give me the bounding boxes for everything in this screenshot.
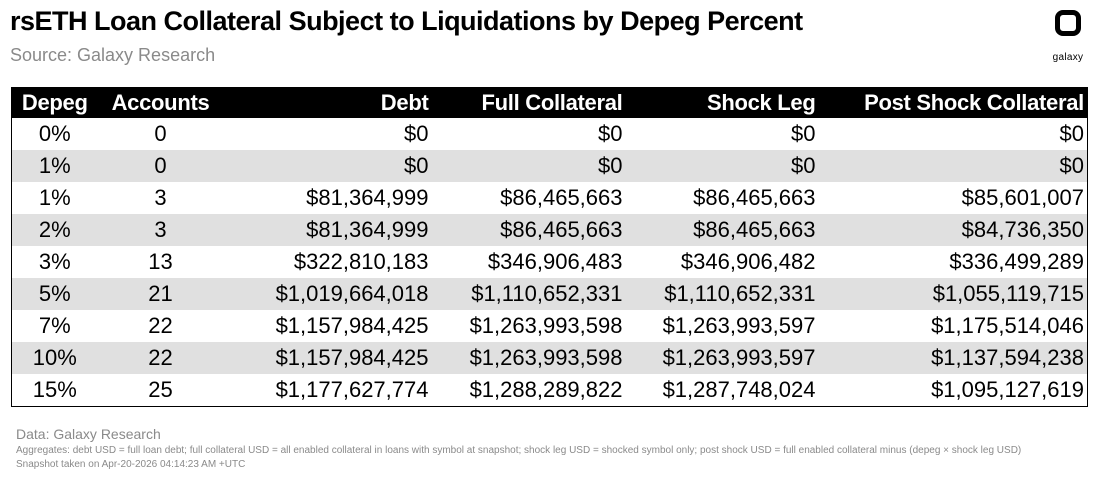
cell-depeg: 10% bbox=[11, 342, 98, 374]
chart-subtitle: Source: Galaxy Research bbox=[10, 45, 216, 65]
cell-full-collateral: $1,263,993,598 bbox=[431, 342, 626, 374]
table-row: 3% 13 $322,810,183 $346,906,483 $346,906,482… bbox=[12, 246, 1088, 278]
cell-debt: $1,157,984,425 bbox=[275, 313, 429, 338]
cell-depeg: 5% bbox=[11, 278, 98, 310]
cell-shock-leg: $1,287,748,024 bbox=[662, 377, 816, 402]
cell-debt: $322,810,183 bbox=[293, 249, 429, 274]
table-row: 10% 22 $1,157,984,425 $1,263,993,598 $1,263,… bbox=[11, 342, 1088, 374]
cell-shock-leg: $0 bbox=[791, 121, 816, 146]
cell-accounts: 0 bbox=[154, 121, 167, 146]
cell-accounts: 13 bbox=[148, 249, 173, 274]
cell-debt: $81,364,999 bbox=[306, 185, 429, 210]
footer-note: Aggregates: debt USD = full loan debt; f… bbox=[16, 445, 1022, 456]
galaxy-logo-icon bbox=[1055, 10, 1081, 36]
cell-post-shock-collateral: $85,601,007 bbox=[961, 185, 1084, 210]
cell-accounts: 22 bbox=[148, 313, 173, 338]
cell-depeg: 3% bbox=[38, 249, 71, 274]
cell-full-collateral: $0 bbox=[431, 150, 626, 182]
cell-accounts: 22 bbox=[97, 342, 224, 374]
cell-depeg: 0% bbox=[38, 121, 71, 146]
cell-post-shock-collateral: $1,175,514,046 bbox=[931, 313, 1084, 338]
cell-shock-leg: $0 bbox=[625, 150, 819, 182]
cell-full-collateral: $1,288,289,822 bbox=[469, 377, 623, 402]
col-header-debt: Debt bbox=[223, 87, 432, 118]
cell-depeg: 1% bbox=[11, 150, 98, 182]
cell-depeg: 7% bbox=[38, 313, 71, 338]
cell-accounts: 3 bbox=[154, 185, 167, 210]
cell-shock-leg: $86,465,663 bbox=[625, 214, 819, 246]
cell-post-shock-collateral: $84,736,350 bbox=[818, 214, 1088, 246]
cell-debt: $0 bbox=[404, 121, 429, 146]
cell-accounts: 0 bbox=[97, 150, 224, 182]
cell-full-collateral: $1,110,652,331 bbox=[431, 278, 626, 310]
cell-debt: $81,364,999 bbox=[223, 214, 432, 246]
col-header-accounts: Accounts bbox=[97, 87, 224, 118]
cell-depeg: 15% bbox=[32, 377, 77, 402]
cell-depeg: 2% bbox=[11, 214, 98, 246]
table-row: 0% 0 $0 $0 $0 $0 bbox=[12, 118, 1088, 150]
cell-shock-leg: $86,465,663 bbox=[693, 185, 816, 210]
cell-debt: $0 bbox=[223, 150, 432, 182]
table-row: 1% 3 $81,364,999 $86,465,663 $86,465,663 $85,… bbox=[12, 182, 1088, 214]
table-row: 1% 0 $0 $0 $0 $0 bbox=[11, 150, 1088, 182]
cell-full-collateral: $86,465,663 bbox=[500, 185, 623, 210]
cell-shock-leg: $1,263,993,597 bbox=[625, 342, 819, 374]
table-header-row: Depeg Accounts Debt Full Collateral Shoc… bbox=[11, 87, 1088, 118]
cell-debt: $1,019,664,018 bbox=[223, 278, 432, 310]
table-row: 5% 21 $1,019,664,018 $1,110,652,331 $1,110,6… bbox=[11, 278, 1088, 310]
cell-post-shock-collateral: $0 bbox=[818, 150, 1088, 182]
galaxy-logo-text: galaxy bbox=[1052, 52, 1084, 63]
cell-post-shock-collateral: $1,137,594,238 bbox=[818, 342, 1088, 374]
liquidation-table: Depeg Accounts Debt Full Collateral Shoc… bbox=[11, 87, 1088, 407]
footer-snapshot: Snapshot taken on Apr-20-2026 04:14:23 A… bbox=[16, 459, 246, 470]
cell-shock-leg: $346,906,482 bbox=[680, 249, 816, 274]
cell-full-collateral: $86,465,663 bbox=[431, 214, 626, 246]
cell-full-collateral: $1,263,993,598 bbox=[469, 313, 623, 338]
table-row: 7% 22 $1,157,984,425 $1,263,993,598 $1,263,9… bbox=[12, 310, 1088, 342]
cell-post-shock-collateral: $1,095,127,619 bbox=[931, 377, 1084, 402]
col-header-depeg: Depeg bbox=[11, 87, 98, 118]
cell-accounts: 3 bbox=[97, 214, 224, 246]
cell-post-shock-collateral: $336,499,289 bbox=[949, 249, 1084, 274]
col-header-shock-leg: Shock Leg bbox=[625, 87, 819, 118]
cell-debt: $1,177,627,774 bbox=[275, 377, 429, 402]
cell-post-shock-collateral: $1,055,119,715 bbox=[818, 278, 1088, 310]
footer-data-source: Data: Galaxy Research bbox=[16, 426, 161, 442]
cell-post-shock-collateral: $0 bbox=[1059, 121, 1084, 146]
table-row: 2% 3 $81,364,999 $86,465,663 $86,465,663 $84,… bbox=[11, 214, 1088, 246]
table-row: 15% 25 $1,177,627,774 $1,288,289,822 $1,287,… bbox=[12, 374, 1088, 407]
chart-title: rsETH Loan Collateral Subject to Liquida… bbox=[10, 6, 803, 36]
cell-full-collateral: $346,906,483 bbox=[487, 249, 623, 274]
cell-full-collateral: $0 bbox=[598, 121, 623, 146]
col-header-full-collateral: Full Collateral bbox=[431, 87, 626, 118]
table-body: 0% 0 $0 $0 $0 $0 1% 0 $0 $0 $0 $0 1% 3 $81,364,999 $86,… bbox=[11, 118, 1088, 407]
col-header-post-shock-collateral: Post Shock Collateral bbox=[818, 87, 1088, 118]
cell-accounts: 25 bbox=[148, 377, 173, 402]
cell-shock-leg: $1,110,652,331 bbox=[625, 278, 819, 310]
cell-depeg: 1% bbox=[38, 185, 71, 210]
galaxy-logo: galaxy bbox=[1046, 10, 1096, 72]
cell-shock-leg: $1,263,993,597 bbox=[662, 313, 816, 338]
cell-debt: $1,157,984,425 bbox=[223, 342, 432, 374]
cell-accounts: 21 bbox=[97, 278, 224, 310]
